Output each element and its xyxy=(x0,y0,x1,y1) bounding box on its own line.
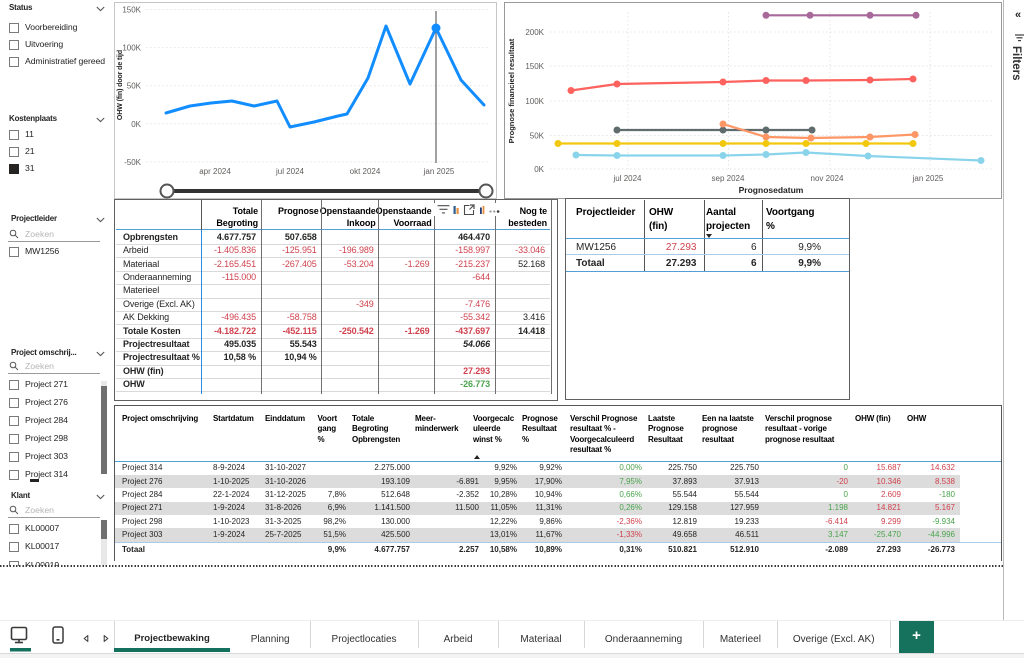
svg-text:Prognosedatum: Prognosedatum xyxy=(739,185,804,195)
svg-text:jan 2025: jan 2025 xyxy=(423,167,455,176)
svg-text:0K: 0K xyxy=(131,120,141,129)
svg-text:100K: 100K xyxy=(122,44,141,53)
svg-text:0K: 0K xyxy=(534,165,544,174)
svg-text:Prognose financieel resultaat: Prognose financieel resultaat xyxy=(507,38,516,143)
svg-text:sep 2024: sep 2024 xyxy=(712,174,745,183)
svg-text:50K: 50K xyxy=(530,132,545,141)
svg-text:nov 2024: nov 2024 xyxy=(811,174,844,183)
svg-text:jan 2025: jan 2025 xyxy=(912,174,944,183)
svg-text:50K: 50K xyxy=(127,82,142,91)
svg-text:100K: 100K xyxy=(525,97,544,106)
svg-text:jul 2024: jul 2024 xyxy=(612,174,642,183)
svg-text:-50K: -50K xyxy=(124,158,142,167)
svg-text:okt 2024: okt 2024 xyxy=(350,167,381,176)
svg-text:apr 2024: apr 2024 xyxy=(199,167,231,176)
svg-text:200K: 200K xyxy=(525,28,544,37)
svg-text:150K: 150K xyxy=(122,6,141,15)
svg-text:150K: 150K xyxy=(525,62,544,71)
svg-text:OHW (fin) door de tijd: OHW (fin) door de tijd xyxy=(117,50,124,120)
svg-text:jul 2024: jul 2024 xyxy=(275,167,305,176)
